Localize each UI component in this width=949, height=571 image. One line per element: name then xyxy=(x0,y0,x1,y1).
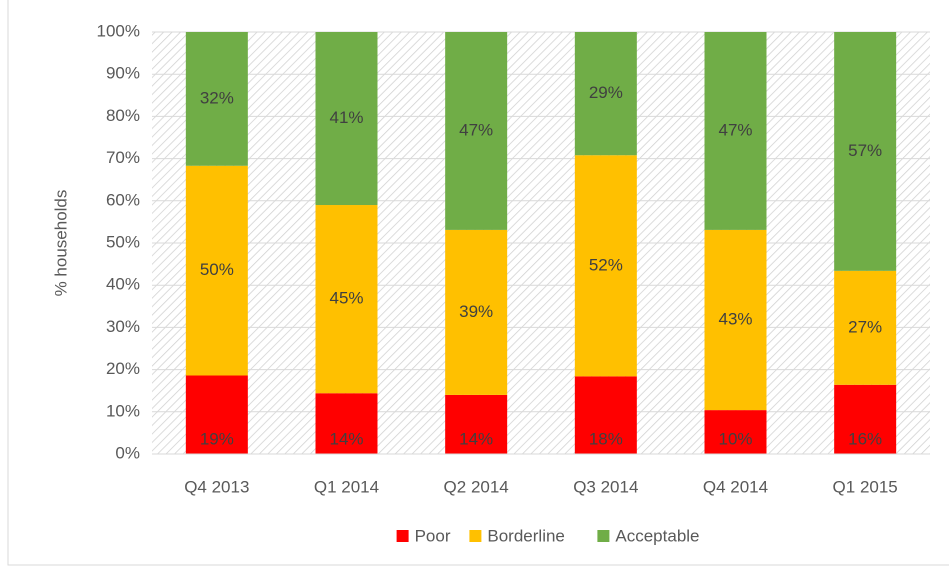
y-tick-label: 50% xyxy=(106,232,140,251)
bar-segment xyxy=(704,229,767,411)
bar-segment xyxy=(185,32,248,166)
x-tick-label: Q2 2014 xyxy=(444,477,509,496)
bar-segment xyxy=(574,32,637,156)
bar-segment xyxy=(185,375,248,454)
y-axis-title: % households xyxy=(51,190,70,297)
data-label: 14% xyxy=(459,429,493,448)
y-tick-label: 70% xyxy=(106,148,140,167)
bar-segment xyxy=(315,205,378,394)
frame xyxy=(7,0,949,566)
y-tick-label: 30% xyxy=(106,317,140,336)
bar-segment xyxy=(574,155,637,377)
y-tick-label: 60% xyxy=(106,190,140,209)
legend-swatch xyxy=(597,530,610,542)
data-label: 47% xyxy=(459,120,493,139)
data-label: 14% xyxy=(329,429,363,448)
bar-segment xyxy=(315,393,378,454)
y-tick-label: 90% xyxy=(106,64,140,83)
legend-label: Acceptable xyxy=(615,526,699,545)
data-label: 10% xyxy=(718,429,752,448)
bar-segment xyxy=(445,394,508,454)
bar-segment xyxy=(834,270,897,385)
y-tick-label: 100% xyxy=(97,21,140,40)
legend-swatch xyxy=(396,530,409,542)
bar-segment xyxy=(185,165,248,376)
legend-swatch xyxy=(469,530,482,542)
y-tick-label: 0% xyxy=(115,443,140,462)
bar-segment xyxy=(834,32,897,271)
data-label: 29% xyxy=(589,83,623,102)
legend-label: Borderline xyxy=(487,526,565,545)
y-tick-label: 10% xyxy=(106,401,140,420)
data-label: 52% xyxy=(589,255,623,274)
data-label: 47% xyxy=(718,120,752,139)
data-label: 16% xyxy=(848,429,882,448)
bar-segment xyxy=(315,32,378,206)
data-label: 41% xyxy=(329,108,363,127)
x-tick-label: Q4 2013 xyxy=(184,477,249,496)
y-tick-label: 40% xyxy=(106,275,140,294)
bar-segment xyxy=(834,384,897,454)
bar-segment xyxy=(445,32,508,230)
data-label: 27% xyxy=(848,317,882,336)
bar-segment xyxy=(704,32,767,230)
data-label: 43% xyxy=(718,309,752,328)
data-label: 18% xyxy=(589,429,623,448)
data-label: 45% xyxy=(329,289,363,308)
bar-segment xyxy=(704,410,767,454)
bar-segment xyxy=(445,229,508,395)
data-label: 19% xyxy=(200,429,234,448)
legend-label: Poor xyxy=(415,526,451,545)
data-label: 39% xyxy=(459,302,493,321)
data-label: 57% xyxy=(848,141,882,160)
y-tick-label: 80% xyxy=(106,106,140,125)
x-tick-label: Q1 2014 xyxy=(314,477,379,496)
x-tick-label: Q1 2015 xyxy=(833,477,898,496)
bar-segment xyxy=(574,376,637,454)
data-label: 50% xyxy=(200,260,234,279)
y-tick-label: 20% xyxy=(106,359,140,378)
x-tick-label: Q3 2014 xyxy=(573,477,638,496)
x-tick-label: Q4 2014 xyxy=(703,477,768,496)
data-label: 32% xyxy=(200,88,234,107)
